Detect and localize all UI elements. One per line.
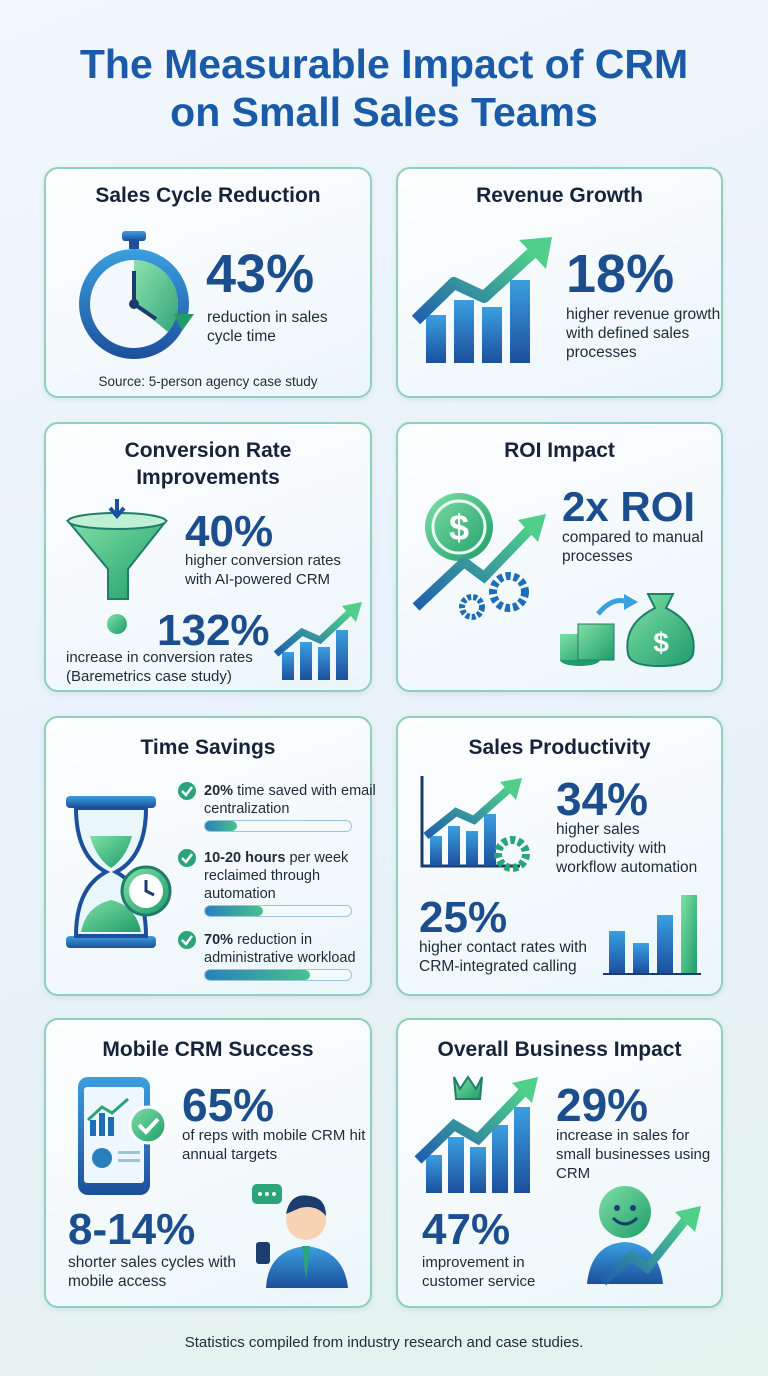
stat-text: reduction in sales cycle time xyxy=(207,309,328,345)
svg-text:$: $ xyxy=(449,507,469,548)
checklist-item: 20% time saved with email centralization xyxy=(178,782,379,818)
stat-value: 8-14% xyxy=(68,1205,196,1254)
item-highlight: 70% xyxy=(204,932,234,948)
stat-value: 40% xyxy=(185,507,274,556)
card: Time Savings 20% time saved with email c… xyxy=(44,716,376,996)
stat-value: 132% xyxy=(157,606,270,655)
stat-text: higher revenue growth with defined sales… xyxy=(566,306,721,361)
stat-value: 18% xyxy=(566,244,675,304)
stat-text: compared to manual processes xyxy=(562,529,704,565)
progress-bar xyxy=(204,969,352,981)
stopwatch-icon xyxy=(79,231,194,359)
growth-chart-icon xyxy=(411,237,552,363)
checklist-item: 70% reduction in administrative workload xyxy=(178,931,379,967)
card-title: ROI Impact xyxy=(504,439,615,462)
card: Sales Productivity 34% higher sales prod… xyxy=(396,716,723,996)
stat-value: 29% xyxy=(556,1079,649,1131)
svg-text:$: $ xyxy=(653,627,669,658)
card: Overall Business Impact 29% increase in … xyxy=(396,1018,723,1308)
footer-note: Statistics compiled from industry resear… xyxy=(184,1334,584,1351)
money-bag-icon: $ xyxy=(560,593,695,668)
stat-value: 34% xyxy=(556,773,649,825)
card-title: Mobile CRM Success xyxy=(102,1038,314,1061)
bar-chart-icon xyxy=(603,895,701,975)
item-text: reduction in administrative workload xyxy=(204,932,356,966)
item-text: per week reclaimed through automation xyxy=(204,850,349,902)
card: ROI Impact $ 2x ROI compared to manual p… xyxy=(396,422,723,692)
card-title: Sales Productivity xyxy=(468,736,651,759)
check-icon xyxy=(178,931,196,949)
progress-bar xyxy=(204,820,352,832)
item-text: time saved with email centralization xyxy=(204,783,376,817)
stat-text: shorter sales cycles with mobile access xyxy=(68,1254,236,1290)
mini-chart-icon xyxy=(273,602,362,680)
progress-bar xyxy=(204,905,352,917)
stat-value: 47% xyxy=(422,1205,511,1254)
person-icon xyxy=(252,1184,348,1288)
stat-value: 2x ROI xyxy=(562,483,696,530)
source: Source: 5-person agency case study xyxy=(98,374,318,389)
card-title: Sales Cycle Reduction xyxy=(95,184,321,207)
stat-value: 43% xyxy=(206,244,315,304)
card: Sales Cycle Reduction 43% reduction in s… xyxy=(44,167,372,398)
item-highlight: 10-20 hours xyxy=(204,850,286,866)
funnel-icon xyxy=(65,499,169,634)
customer-icon xyxy=(587,1186,701,1286)
checklist-item: 10-20 hours per week reclaimed through a… xyxy=(178,849,379,903)
card-title: Time Savings xyxy=(140,736,276,759)
hourglass-icon xyxy=(66,796,172,948)
item-highlight: 20% xyxy=(204,783,234,799)
stat-text: higher contact rates with CRM-integrated… xyxy=(419,939,588,975)
stat-value: 65% xyxy=(182,1079,275,1131)
crown-chart-icon xyxy=(414,1075,538,1193)
card-title: Revenue Growth xyxy=(476,184,643,207)
stat-value: 25% xyxy=(419,893,508,942)
phone-icon xyxy=(78,1077,168,1195)
card: Revenue Growth 18% higher revenue growth… xyxy=(396,167,723,398)
stat-text: higher sales productivity with workflow … xyxy=(556,821,698,876)
card: Conversion Rate Improvements 40% higher … xyxy=(44,422,372,692)
card-title: Overall Business Impact xyxy=(437,1038,682,1061)
stat-text: increase in sales for small businesses u… xyxy=(556,1127,711,1182)
card: Mobile CRM Success 65% of reps with mobi… xyxy=(44,1018,372,1308)
page-title: The Measurable Impact of CRM on Small Sa… xyxy=(79,41,689,135)
roi-icon: $ xyxy=(412,493,546,620)
check-icon xyxy=(178,849,196,867)
card-title: Conversion Rate Improvements xyxy=(124,439,292,489)
productivity-icon xyxy=(420,776,530,872)
stat-text: improvement in customer service xyxy=(422,1254,536,1290)
stat-text: increase in conversion rates (Baremetric… xyxy=(66,649,253,685)
check-icon xyxy=(178,782,196,800)
stat-text: of reps with mobile CRM hit annual targe… xyxy=(182,1127,366,1163)
stat-text: higher conversion rates with AI-powered … xyxy=(185,552,341,588)
